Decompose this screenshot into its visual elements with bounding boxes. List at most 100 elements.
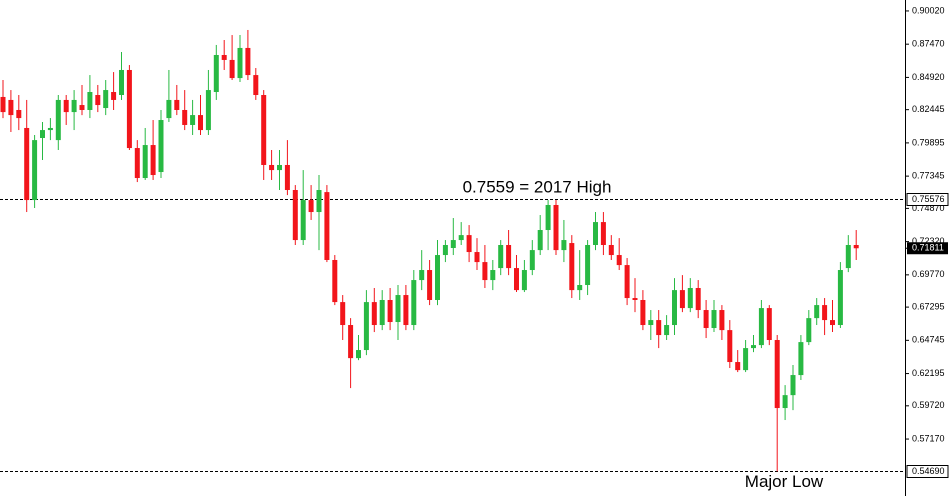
candle-body: [316, 190, 322, 213]
y-tick-label: 0.69770: [912, 269, 945, 279]
candle-body: [711, 310, 717, 329]
candle-body: [853, 245, 859, 249]
annotation: Major Low: [745, 472, 824, 491]
candle-body: [427, 270, 433, 300]
candle-body: [672, 290, 677, 326]
candle-body: [814, 305, 820, 319]
candle-body: [790, 375, 796, 396]
candle-body: [735, 362, 741, 371]
candle-body: [679, 290, 685, 309]
candle-body: [593, 222, 598, 246]
candle-body: [79, 105, 85, 110]
y-tick-label: 0.82445: [912, 104, 945, 114]
candle-body: [340, 302, 346, 326]
candle-body: [545, 204, 551, 231]
candle-body: [577, 285, 583, 291]
y-tick-label: 0.77345: [912, 171, 945, 181]
level-label-box: [906, 465, 949, 478]
annotation: 0.7559 = 2017 High: [463, 177, 612, 196]
candle-body: [0, 96, 6, 113]
candle-body: [158, 120, 164, 173]
y-tick-label: 0.74870: [912, 203, 945, 213]
y-tick-label: 0.72320: [912, 236, 945, 246]
candle-body: [585, 245, 591, 286]
candle-body: [16, 109, 22, 119]
candle-body: [403, 295, 409, 326]
candle-body: [284, 164, 290, 191]
y-tick-label: 0.79895: [912, 137, 945, 147]
candle-body: [521, 270, 527, 291]
candle-body: [371, 302, 377, 326]
candle-body: [442, 245, 448, 256]
y-tick-label: 0.62195: [912, 368, 945, 378]
candle-body: [324, 192, 330, 260]
level-label: 0.54690: [912, 466, 945, 476]
candle-body: [806, 318, 812, 343]
candle-body: [32, 140, 38, 201]
candle-body: [221, 54, 227, 60]
candle-body: [308, 200, 314, 213]
candle-body: [419, 270, 425, 281]
candle-body: [87, 92, 93, 110]
candle-body: [40, 130, 45, 139]
candle-body: [490, 270, 496, 281]
candle-body: [213, 54, 219, 93]
candle-body: [664, 325, 670, 336]
candle-body: [474, 252, 480, 263]
candle-body: [229, 59, 235, 79]
candle-body: [174, 99, 180, 110]
y-tick-label: 0.59720: [912, 400, 945, 410]
candle-body: [514, 268, 519, 291]
candle-body: [103, 90, 109, 109]
candle-body: [600, 222, 606, 246]
candle-body: [395, 295, 401, 323]
candle-body: [261, 95, 267, 165]
candle-body: [435, 255, 440, 300]
candle-body: [126, 69, 132, 149]
candle-body: [727, 330, 733, 363]
candle-body: [640, 299, 646, 326]
candle-body: [47, 127, 53, 131]
candle-body: [751, 345, 756, 349]
candle-body: [656, 320, 662, 336]
candle-body: [719, 310, 725, 331]
current-price-box: [907, 242, 948, 255]
y-tick-label: 0.67295: [912, 301, 945, 311]
candle-body: [561, 240, 567, 251]
candle-body: [822, 305, 828, 321]
candle-body: [142, 145, 148, 179]
y-tick-label: 0.84920: [912, 72, 945, 82]
candle-body: [71, 99, 77, 113]
candle-body: [300, 200, 306, 241]
candle-body: [498, 245, 504, 269]
candle-body: [379, 299, 385, 326]
candle-body: [458, 235, 464, 241]
candle-body: [766, 308, 772, 341]
candle-body: [356, 350, 361, 359]
candle-body: [269, 164, 275, 171]
candle-body: [703, 310, 709, 329]
candle-body: [166, 99, 172, 119]
y-tick-label: 0.57170: [912, 433, 945, 443]
candle-body: [119, 69, 124, 96]
candle-body: [687, 288, 693, 309]
candle-body: [205, 90, 211, 131]
candle-body: [182, 109, 188, 125]
candle-body: [466, 235, 472, 253]
candle-body: [332, 259, 338, 303]
candle-body: [8, 99, 14, 116]
candle-body: [506, 245, 512, 269]
y-tick-label: 0.90020: [912, 5, 945, 15]
candle-body: [55, 99, 61, 141]
candle-body: [134, 148, 140, 179]
candle-body: [758, 308, 764, 346]
candle-body: [237, 47, 243, 79]
y-tick-label: 0.87470: [912, 39, 945, 49]
level-label-box: [906, 193, 949, 206]
candle-body: [624, 265, 630, 299]
candle-body: [648, 320, 654, 326]
candle-body: [111, 92, 117, 100]
level-label: 0.75576: [912, 194, 945, 204]
candle-body: [608, 245, 614, 256]
